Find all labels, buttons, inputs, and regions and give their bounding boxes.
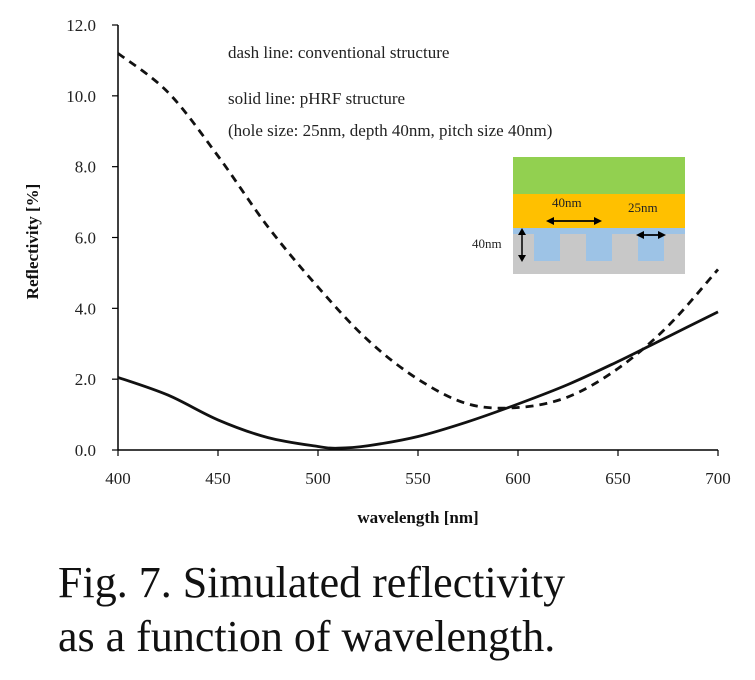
pitch-label: 40nm bbox=[552, 195, 582, 210]
inset-hole bbox=[534, 228, 560, 261]
inset-hole bbox=[586, 228, 612, 261]
caption-line-2: as a function of wavelength. bbox=[58, 612, 556, 661]
inset-middle-layer bbox=[513, 194, 685, 228]
y-tick-label: 12.0 bbox=[66, 16, 96, 35]
depth-label: 40nm bbox=[472, 236, 502, 251]
y-tick-label: 0.0 bbox=[75, 441, 96, 460]
annotation-structure-params: (hole size: 25nm, depth 40nm, pitch size… bbox=[228, 121, 552, 140]
caption-line-1: Fig. 7. Simulated reflectivity bbox=[58, 558, 566, 607]
y-axis-title: Reflectivity [%] bbox=[23, 184, 42, 300]
x-axis-title: wavelength [nm] bbox=[357, 508, 478, 527]
series-layer bbox=[117, 52, 720, 450]
reflectivity-chart: 400 450 500 550 600 650 700 0.0 2.0 4.0 6.0 8.0 10.0… bbox=[0, 0, 755, 550]
chart-background bbox=[0, 0, 755, 550]
pitch-arrow-head-right bbox=[594, 217, 602, 225]
x-tick-label: 550 bbox=[405, 469, 431, 488]
depth-arrow-head-bottom bbox=[518, 255, 526, 262]
y-tick-label: 10.0 bbox=[66, 87, 96, 106]
annotation-solid-line: solid line: pHRF structure bbox=[228, 89, 405, 108]
x-tick-label: 450 bbox=[205, 469, 231, 488]
conventional-structure-line bbox=[117, 52, 720, 410]
hole-arrow-head-right bbox=[658, 231, 666, 239]
pitch-arrow-head-left bbox=[546, 217, 554, 225]
figure-caption: Fig. 7. Simulated reflectivity as a func… bbox=[58, 556, 748, 664]
y-tick-label: 4.0 bbox=[75, 299, 96, 318]
y-tick-label: 6.0 bbox=[75, 229, 96, 248]
axes: 400 450 500 550 600 650 700 0.0 2.0 4.0 6.0 8.0 10.0… bbox=[23, 16, 731, 527]
x-tick-label: 400 bbox=[105, 469, 131, 488]
x-tick-label: 500 bbox=[305, 469, 331, 488]
y-tick-label: 8.0 bbox=[75, 158, 96, 177]
x-tick-label: 600 bbox=[505, 469, 531, 488]
annotation-dash-line: dash line: conventional structure bbox=[228, 43, 449, 62]
x-tick-label: 650 bbox=[605, 469, 631, 488]
structure-inset: 40nm 25nm 40nm bbox=[472, 157, 685, 274]
y-tick-label: 2.0 bbox=[75, 370, 96, 389]
phrf-structure-line bbox=[117, 310, 719, 450]
hole-arrow-head-left bbox=[636, 231, 644, 239]
x-tick-label: 700 bbox=[705, 469, 731, 488]
depth-arrow-head-top bbox=[518, 228, 526, 235]
hole-label: 25nm bbox=[628, 200, 658, 215]
inset-top-layer bbox=[513, 157, 685, 194]
